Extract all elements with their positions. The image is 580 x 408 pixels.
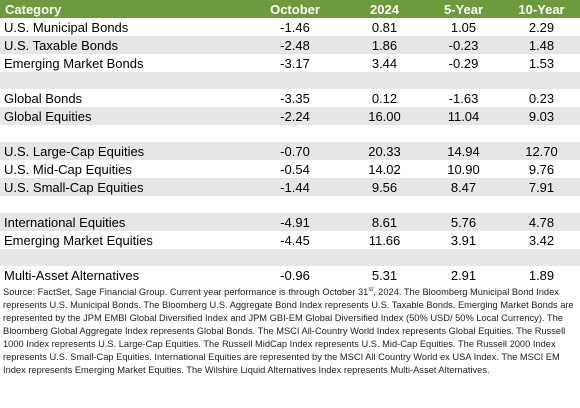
header-october: October <box>245 0 345 18</box>
table-row: U.S. Taxable Bonds -2.48 1.86 -0.23 1.48 <box>0 36 580 54</box>
row-category: Multi-Asset Alternatives <box>0 266 245 284</box>
row-5-year: 14.94 <box>424 142 503 160</box>
row-5-year: -1.63 <box>424 89 503 107</box>
source-footnote: Source: FactSet, Sage Financial Group. C… <box>0 284 580 377</box>
table-row: U.S. Mid-Cap Equities -0.54 14.02 10.90 … <box>0 160 580 178</box>
row-2024: 0.81 <box>345 18 424 36</box>
row-5-year: -0.23 <box>424 36 503 54</box>
row-10-year: 3.42 <box>503 231 580 249</box>
row-5-year: -0.29 <box>424 54 503 72</box>
table-header-row: Category October 2024 5-Year 10-Year <box>0 0 580 18</box>
row-10-year: 2.29 <box>503 18 580 36</box>
row-2024: 9.56 <box>345 178 424 196</box>
row-10-year: 0.23 <box>503 89 580 107</box>
row-10-year: 1.53 <box>503 54 580 72</box>
row-10-year: 9.76 <box>503 160 580 178</box>
table-row: Global Equities -2.24 16.00 11.04 9.03 <box>0 107 580 125</box>
returns-table: Category October 2024 5-Year 10-Year U.S… <box>0 0 580 284</box>
row-5-year: 2.91 <box>424 266 503 284</box>
row-2024: 8.61 <box>345 213 424 231</box>
row-5-year: 1.05 <box>424 18 503 36</box>
row-2024: 5.31 <box>345 266 424 284</box>
table-row: U.S. Municipal Bonds -1.46 0.81 1.05 2.2… <box>0 18 580 36</box>
row-october: -4.91 <box>245 213 345 231</box>
row-10-year: 1.48 <box>503 36 580 54</box>
row-october: -0.54 <box>245 160 345 178</box>
row-october: -2.24 <box>245 107 345 125</box>
source-text-start: Source: FactSet, Sage Financial Group. C… <box>3 287 369 297</box>
header-category: Category <box>0 0 245 18</box>
row-5-year: 11.04 <box>424 107 503 125</box>
row-5-year: 5.76 <box>424 213 503 231</box>
row-october: -1.44 <box>245 178 345 196</box>
table-row: Global Bonds -3.35 0.12 -1.63 0.23 <box>0 89 580 107</box>
row-category: U.S. Taxable Bonds <box>0 36 245 54</box>
spacer-row <box>0 72 580 89</box>
header-10-year: 10-Year <box>503 0 580 18</box>
row-category: Emerging Market Equities <box>0 231 245 249</box>
row-category: U.S. Large-Cap Equities <box>0 142 245 160</box>
row-october: -4.45 <box>245 231 345 249</box>
row-category: Global Bonds <box>0 89 245 107</box>
row-october: -0.70 <box>245 142 345 160</box>
row-october: -0.96 <box>245 266 345 284</box>
row-category: U.S. Small-Cap Equities <box>0 178 245 196</box>
row-october: -2.48 <box>245 36 345 54</box>
row-5-year: 3.91 <box>424 231 503 249</box>
row-5-year: 10.90 <box>424 160 503 178</box>
table-row: Emerging Market Equities -4.45 11.66 3.9… <box>0 231 580 249</box>
row-2024: 16.00 <box>345 107 424 125</box>
row-2024: 11.66 <box>345 231 424 249</box>
row-category: U.S. Mid-Cap Equities <box>0 160 245 178</box>
row-2024: 3.44 <box>345 54 424 72</box>
row-10-year: 1.89 <box>503 266 580 284</box>
row-10-year: 4.78 <box>503 213 580 231</box>
header-2024: 2024 <box>345 0 424 18</box>
row-10-year: 12.70 <box>503 142 580 160</box>
table-row: U.S. Large-Cap Equities -0.70 20.33 14.9… <box>0 142 580 160</box>
table-row: U.S. Small-Cap Equities -1.44 9.56 8.47 … <box>0 178 580 196</box>
row-5-year: 8.47 <box>424 178 503 196</box>
row-october: -3.17 <box>245 54 345 72</box>
row-10-year: 9.03 <box>503 107 580 125</box>
row-october: -1.46 <box>245 18 345 36</box>
row-category: International Equities <box>0 213 245 231</box>
row-10-year: 7.91 <box>503 178 580 196</box>
source-text-rest: , 2024. The Bloomberg Municipal Bond Ind… <box>3 287 574 375</box>
returns-table-figure: Category October 2024 5-Year 10-Year U.S… <box>0 0 580 377</box>
row-2024: 0.12 <box>345 89 424 107</box>
row-october: -3.35 <box>245 89 345 107</box>
spacer-row <box>0 249 580 266</box>
spacer-row <box>0 125 580 142</box>
row-category: U.S. Municipal Bonds <box>0 18 245 36</box>
table-row: Multi-Asset Alternatives -0.96 5.31 2.91… <box>0 266 580 284</box>
spacer-row <box>0 196 580 213</box>
row-2024: 14.02 <box>345 160 424 178</box>
ordinal-superscript: st <box>368 286 374 293</box>
table-row: Emerging Market Bonds -3.17 3.44 -0.29 1… <box>0 54 580 72</box>
row-2024: 1.86 <box>345 36 424 54</box>
table-row: International Equities -4.91 8.61 5.76 4… <box>0 213 580 231</box>
row-category: Global Equities <box>0 107 245 125</box>
row-category: Emerging Market Bonds <box>0 54 245 72</box>
row-2024: 20.33 <box>345 142 424 160</box>
header-5-year: 5-Year <box>424 0 503 18</box>
